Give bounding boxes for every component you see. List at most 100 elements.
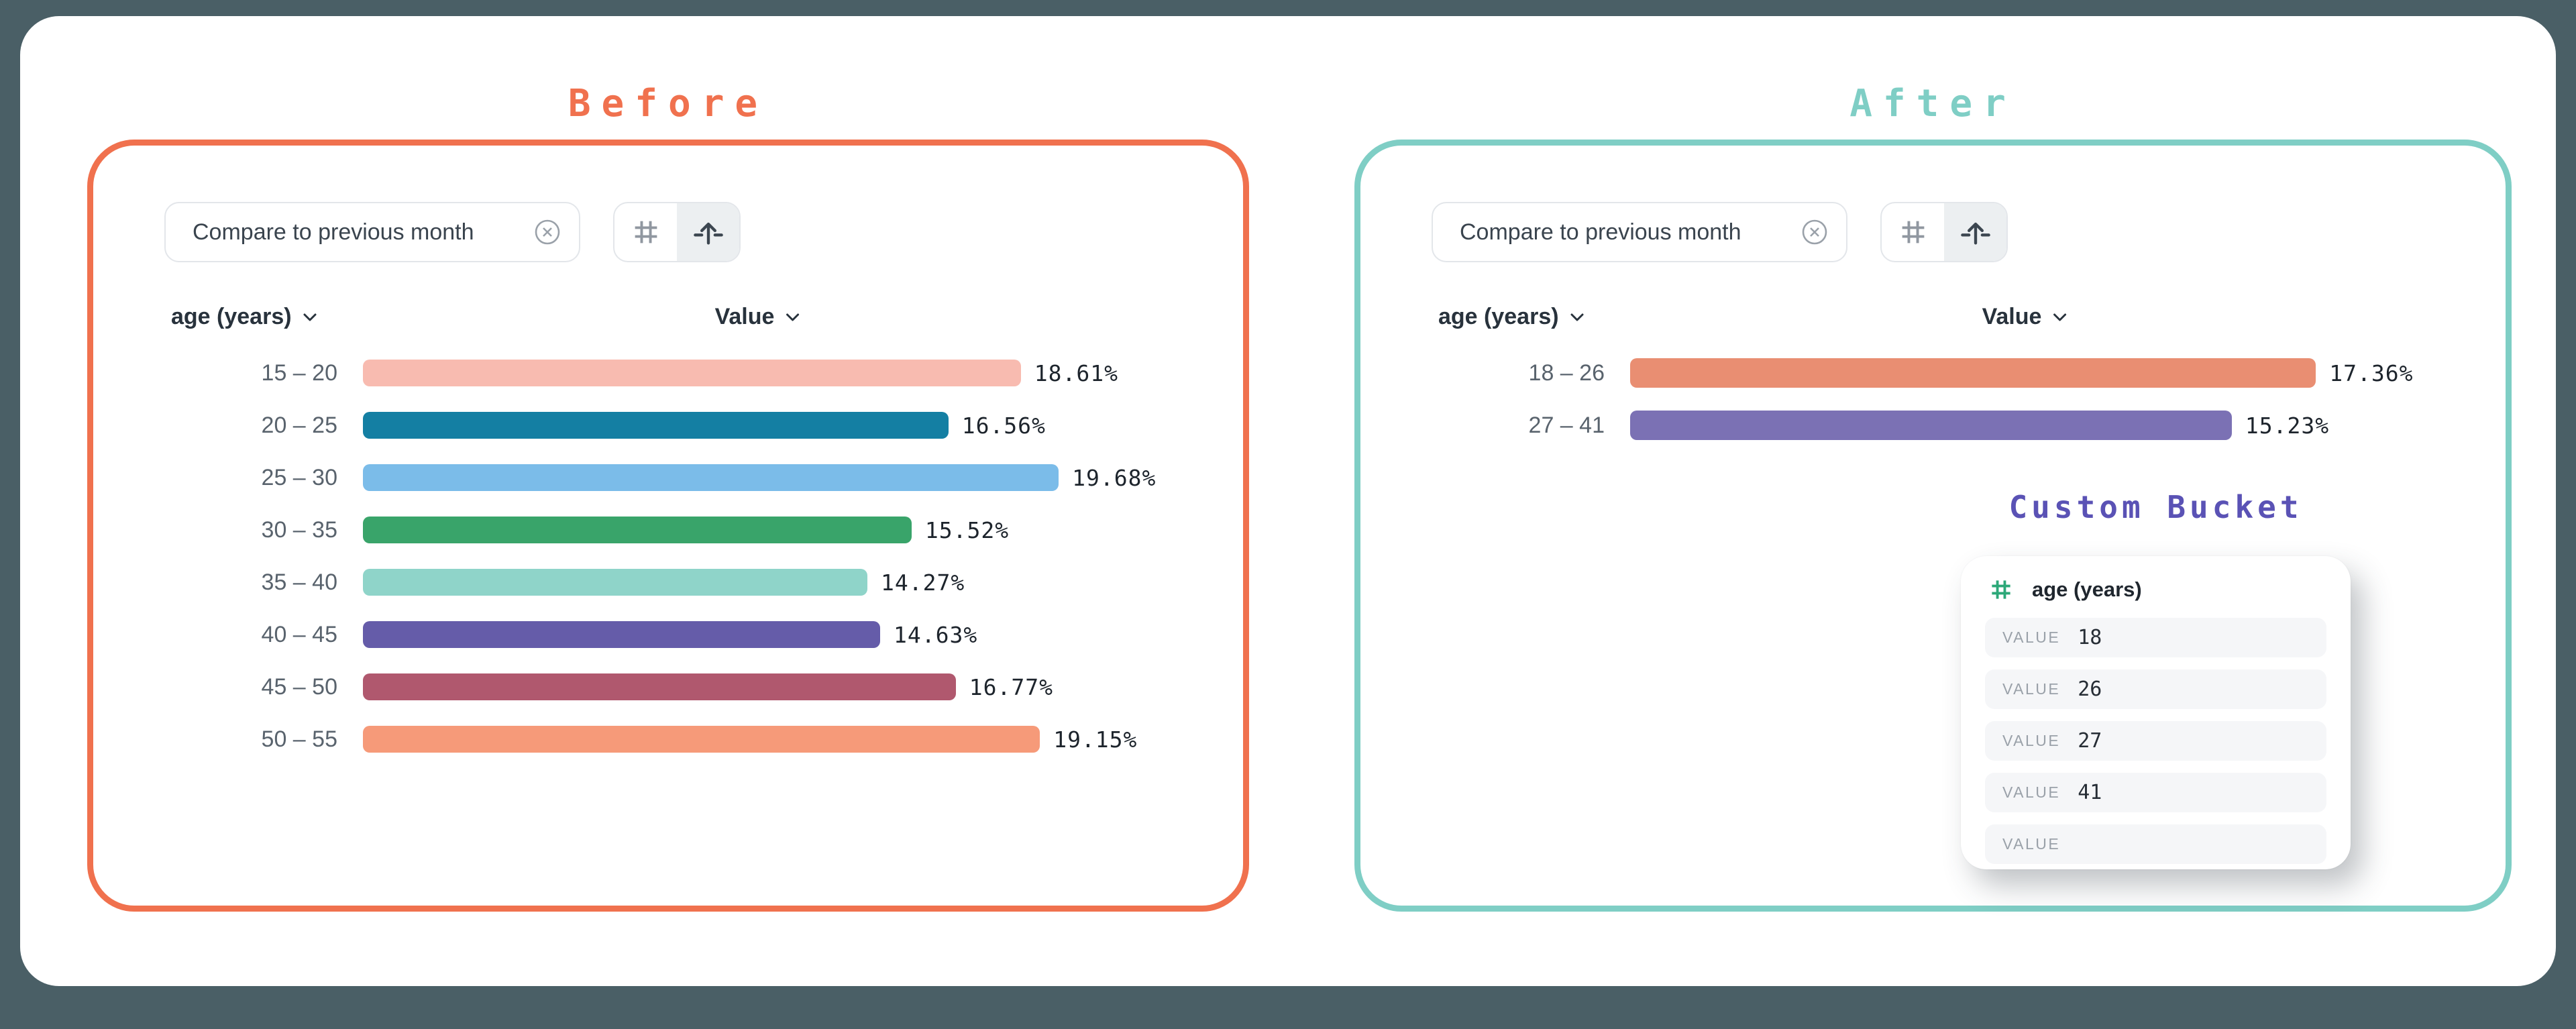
value-row-input[interactable]: VALUE [1985, 824, 2326, 864]
bar[interactable] [363, 569, 868, 596]
bar[interactable] [363, 517, 912, 543]
close-circle-icon[interactable] [533, 218, 561, 246]
custom-bucket-rows: VALUE 18 VALUE 26 VALUE 27 VALUE 41 VALUE [1985, 618, 2326, 876]
bar-category-label: 20 – 25 [261, 412, 337, 438]
chevron-down-icon [785, 313, 800, 322]
bar-row: 15 – 20 18.61% [93, 347, 1243, 399]
value-row-input[interactable]: VALUE 41 [1985, 773, 2326, 812]
bar-value-label: 15.52% [924, 517, 1010, 543]
value-row-label: VALUE [2002, 629, 2061, 646]
bucket-arrow-icon [1960, 216, 1992, 248]
bar-track: 14.63% [363, 621, 1070, 648]
bar-value-label: 19.15% [1053, 726, 1138, 753]
before-panel: Compare to previous month [87, 140, 1249, 912]
value-row-input[interactable]: VALUE 27 [1985, 721, 2326, 761]
hash-icon [1897, 216, 1929, 248]
bucket-mode-button[interactable] [677, 203, 739, 261]
hash-icon [630, 216, 662, 248]
numeric-mode-button[interactable] [614, 203, 677, 261]
compare-chip[interactable]: Compare to previous month [164, 202, 580, 262]
value-header[interactable]: Value [715, 304, 800, 330]
bar-category-label: 45 – 50 [261, 673, 337, 700]
bucket-mode-button[interactable] [1944, 203, 2006, 261]
after-bar-chart: 18 – 26 17.36% 27 – 41 15.23% [1360, 347, 2506, 451]
bar-row: 25 – 30 19.68% [93, 451, 1243, 504]
bar-value-label: 17.36% [2329, 360, 2414, 386]
value-row-label: VALUE [2002, 783, 2061, 801]
bar-track: 15.23% [1630, 411, 2341, 440]
value-row-number: 18 [2078, 626, 2102, 649]
custom-bucket-title: Custom Bucket [2008, 489, 2303, 525]
bar-row: 45 – 50 16.77% [93, 661, 1243, 713]
bar-category-label: 18 – 26 [1528, 360, 1605, 386]
chevron-down-icon [303, 313, 317, 322]
bar[interactable] [1630, 411, 2232, 440]
bar[interactable] [363, 621, 880, 648]
bar-value-label: 16.56% [961, 412, 1046, 439]
display-mode-segmented [613, 202, 741, 262]
value-row-number: 41 [2078, 781, 2102, 804]
bar-row: 20 – 25 16.56% [93, 399, 1243, 451]
compare-chip-label: Compare to previous month [1460, 219, 1741, 245]
compare-chip-label: Compare to previous month [193, 219, 474, 245]
value-row-label: VALUE [2002, 732, 2061, 749]
bar[interactable] [363, 464, 1059, 491]
value-row-number: 26 [2078, 678, 2102, 701]
bar-track: 15.52% [363, 517, 1070, 543]
bar-track: 14.27% [363, 569, 1070, 596]
value-header[interactable]: Value [1982, 304, 2068, 330]
dimension-header[interactable]: age (years) [1438, 304, 1585, 330]
value-row-label: VALUE [2002, 835, 2061, 853]
value-row-input[interactable]: VALUE 18 [1985, 618, 2326, 657]
bucket-arrow-icon [692, 216, 724, 248]
bar-value-label: 16.77% [969, 673, 1053, 700]
bar-category-label: 40 – 45 [261, 621, 337, 647]
bar[interactable] [363, 673, 956, 700]
bar-category-label: 25 – 30 [261, 464, 337, 490]
bar-row: 27 – 41 15.23% [1360, 399, 2506, 451]
bar-row: 35 – 40 14.27% [93, 556, 1243, 608]
bar-category-label: 27 – 41 [1528, 412, 1605, 438]
dimension-header[interactable]: age (years) [171, 304, 317, 330]
chevron-down-icon [1570, 313, 1585, 322]
bar-row: 30 – 35 15.52% [93, 504, 1243, 556]
value-row-number: 27 [2078, 729, 2102, 753]
bar-row: 50 – 55 19.15% [93, 713, 1243, 765]
bar-row: 40 – 45 14.63% [93, 608, 1243, 661]
after-panel: Compare to previous month [1354, 140, 2512, 912]
custom-bucket-field: age (years) [1988, 576, 2142, 603]
custom-bucket-field-label: age (years) [2032, 578, 2142, 601]
bar[interactable] [1630, 358, 2316, 388]
value-row-input[interactable]: VALUE 26 [1985, 669, 2326, 709]
bar[interactable] [363, 726, 1040, 753]
value-row-label: VALUE [2002, 680, 2061, 698]
bar[interactable] [363, 360, 1021, 386]
bar-track: 16.56% [363, 412, 1070, 439]
bar-category-label: 50 – 55 [261, 726, 337, 752]
compare-chip[interactable]: Compare to previous month [1432, 202, 1847, 262]
bar-track: 19.68% [363, 464, 1155, 491]
after-title: After [1849, 82, 2017, 125]
bar-value-label: 14.63% [894, 621, 978, 648]
bar[interactable] [363, 412, 949, 439]
hash-icon [1988, 576, 2015, 603]
bar-row: 18 – 26 17.36% [1360, 347, 2506, 399]
before-title: Before [568, 82, 769, 125]
bar-category-label: 30 – 35 [261, 517, 337, 543]
bar-category-label: 15 – 20 [261, 360, 337, 386]
custom-bucket-card: age (years) VALUE 18 VALUE 26 VALUE 27 VALUE 41… [1961, 556, 2351, 869]
bar-value-label: 15.23% [2245, 412, 2330, 439]
bar-category-label: 35 – 40 [261, 569, 337, 595]
canvas-card: Before Compare to previous month [20, 16, 2556, 986]
numeric-mode-button[interactable] [1882, 203, 1944, 261]
bar-track: 19.15% [363, 726, 1136, 753]
chevron-down-icon [2052, 313, 2067, 322]
close-circle-icon[interactable] [1801, 218, 1829, 246]
before-bar-chart: 15 – 20 18.61% 20 – 25 16.56% 25 – 30 19.68% 3… [93, 347, 1243, 765]
display-mode-segmented [1880, 202, 2008, 262]
bar-value-label: 19.68% [1072, 464, 1157, 491]
bar-track: 18.61% [363, 360, 1118, 386]
bar-value-label: 18.61% [1034, 360, 1118, 386]
bar-track: 16.77% [363, 673, 1070, 700]
